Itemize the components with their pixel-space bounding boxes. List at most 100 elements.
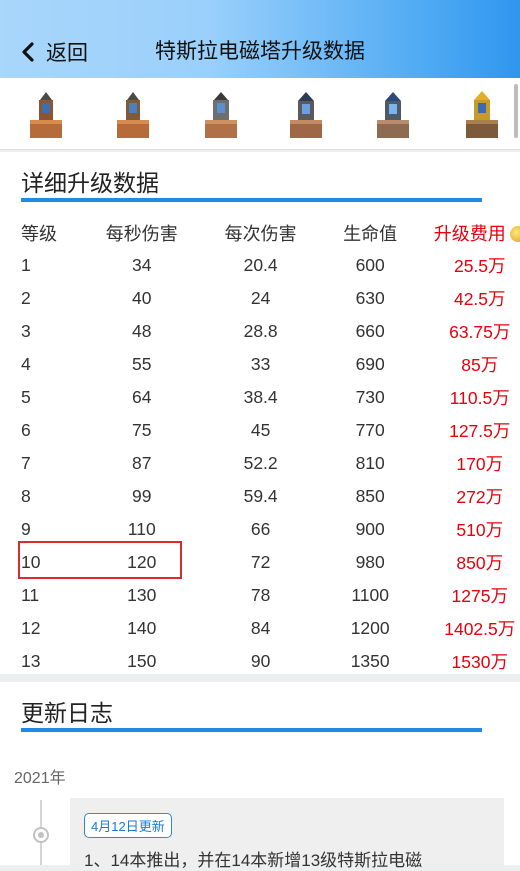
damage-cell: 66 (200, 513, 320, 546)
cost-cell: 1275万 (420, 579, 520, 612)
hitpoints-cell: 1100 (321, 579, 420, 612)
dps-cell: 34 (83, 249, 200, 282)
section-underline (21, 198, 482, 202)
page-title: 特斯拉电磁塔升级数据 (0, 34, 520, 70)
tower-level-icon[interactable] (460, 90, 504, 140)
hitpoints-cell: 690 (321, 348, 420, 381)
damage-cell: 28.8 (200, 315, 320, 348)
date-badge: 4月12日更新 (84, 813, 172, 838)
level-cell: 2 (0, 282, 83, 315)
tower-level-icon[interactable] (24, 90, 68, 140)
dps-cell: 130 (83, 579, 200, 612)
col-header-damage-per-hit: 每次伤害 (200, 216, 320, 249)
level-cell: 12 (0, 612, 83, 645)
cost-cell: 25.5万 (420, 249, 520, 282)
dps-cell: 140 (83, 612, 200, 645)
coin-icon (510, 226, 520, 242)
table-header-row: 等级 每秒伤害 每次伤害 生命值 升级费用 (0, 216, 520, 249)
changelog-year: 2021年 (14, 764, 66, 788)
level-cell: 5 (0, 381, 83, 414)
hitpoints-cell: 660 (321, 315, 420, 348)
cost-cell: 272万 (420, 480, 520, 513)
level-cell: 4 (0, 348, 83, 381)
cost-cell: 63.75万 (420, 315, 520, 348)
dps-cell: 87 (83, 447, 200, 480)
hitpoints-cell: 900 (321, 513, 420, 546)
dps-cell: 40 (83, 282, 200, 315)
level-cell: 7 (0, 447, 83, 480)
cost-cell: 110.5万 (420, 381, 520, 414)
strip-scrollbar[interactable] (514, 84, 518, 138)
app-header: 返回 特斯拉电磁塔升级数据 (0, 0, 520, 78)
damage-cell: 84 (200, 612, 320, 645)
damage-cell: 72 (200, 546, 320, 579)
level-cell: 8 (0, 480, 83, 513)
cost-cell: 1402.5万 (420, 612, 520, 645)
tower-level-icon[interactable] (199, 90, 243, 140)
dps-cell: 55 (83, 348, 200, 381)
level-cell: 11 (0, 579, 83, 612)
col-header-level: 等级 (0, 216, 83, 249)
dps-cell: 150 (83, 645, 200, 678)
changelog-section: 更新日志 2021年 4月12日更新 1、14本推出，并在14本新增13级特斯拉… (0, 682, 520, 865)
tower-level-icon[interactable] (284, 90, 328, 140)
tower-level-icon[interactable] (371, 90, 415, 140)
cost-cell: 170万 (420, 447, 520, 480)
level-cell: 3 (0, 315, 83, 348)
cost-cell: 42.5万 (420, 282, 520, 315)
dps-cell: 48 (83, 315, 200, 348)
hitpoints-cell: 1350 (321, 645, 420, 678)
level-cell: 6 (0, 414, 83, 447)
cost-cell: 85万 (420, 348, 520, 381)
damage-cell: 59.4 (200, 480, 320, 513)
damage-cell: 33 (200, 348, 320, 381)
cost-cell: 1530万 (420, 645, 520, 678)
level-cell: 13 (0, 645, 83, 678)
col-header-upgrade-cost-label: 升级费用 (434, 224, 506, 244)
highlight-box (18, 541, 182, 579)
changelog-text: 1、14本推出，并在14本新增13级特斯拉电磁 (84, 846, 422, 871)
damage-cell: 90 (200, 645, 320, 678)
section-title: 更新日志 (21, 694, 113, 728)
dps-cell: 64 (83, 381, 200, 414)
hitpoints-cell: 630 (321, 282, 420, 315)
changelog-entry: 4月12日更新 1、14本推出，并在14本新增13级特斯拉电磁 (70, 798, 504, 865)
damage-cell: 52.2 (200, 447, 320, 480)
cost-cell: 127.5万 (420, 414, 520, 447)
col-header-hitpoints: 生命值 (321, 216, 420, 249)
section-underline (21, 728, 482, 732)
hitpoints-cell: 980 (321, 546, 420, 579)
dps-cell: 75 (83, 414, 200, 447)
tower-level-icon[interactable] (111, 90, 155, 140)
damage-cell: 78 (200, 579, 320, 612)
damage-cell: 38.4 (200, 381, 320, 414)
hitpoints-cell: 770 (321, 414, 420, 447)
damage-cell: 45 (200, 414, 320, 447)
dps-cell: 99 (83, 480, 200, 513)
hitpoints-cell: 600 (321, 249, 420, 282)
col-header-dps: 每秒伤害 (83, 216, 200, 249)
hitpoints-cell: 850 (321, 480, 420, 513)
damage-cell: 20.4 (200, 249, 320, 282)
cost-cell: 850万 (420, 546, 520, 579)
section-title: 详细升级数据 (21, 164, 159, 198)
hitpoints-cell: 730 (321, 381, 420, 414)
level-cell: 1 (0, 249, 83, 282)
tower-level-strip[interactable] (0, 78, 520, 150)
timeline-dot-icon (33, 827, 49, 843)
cost-cell: 510万 (420, 513, 520, 546)
damage-cell: 24 (200, 282, 320, 315)
